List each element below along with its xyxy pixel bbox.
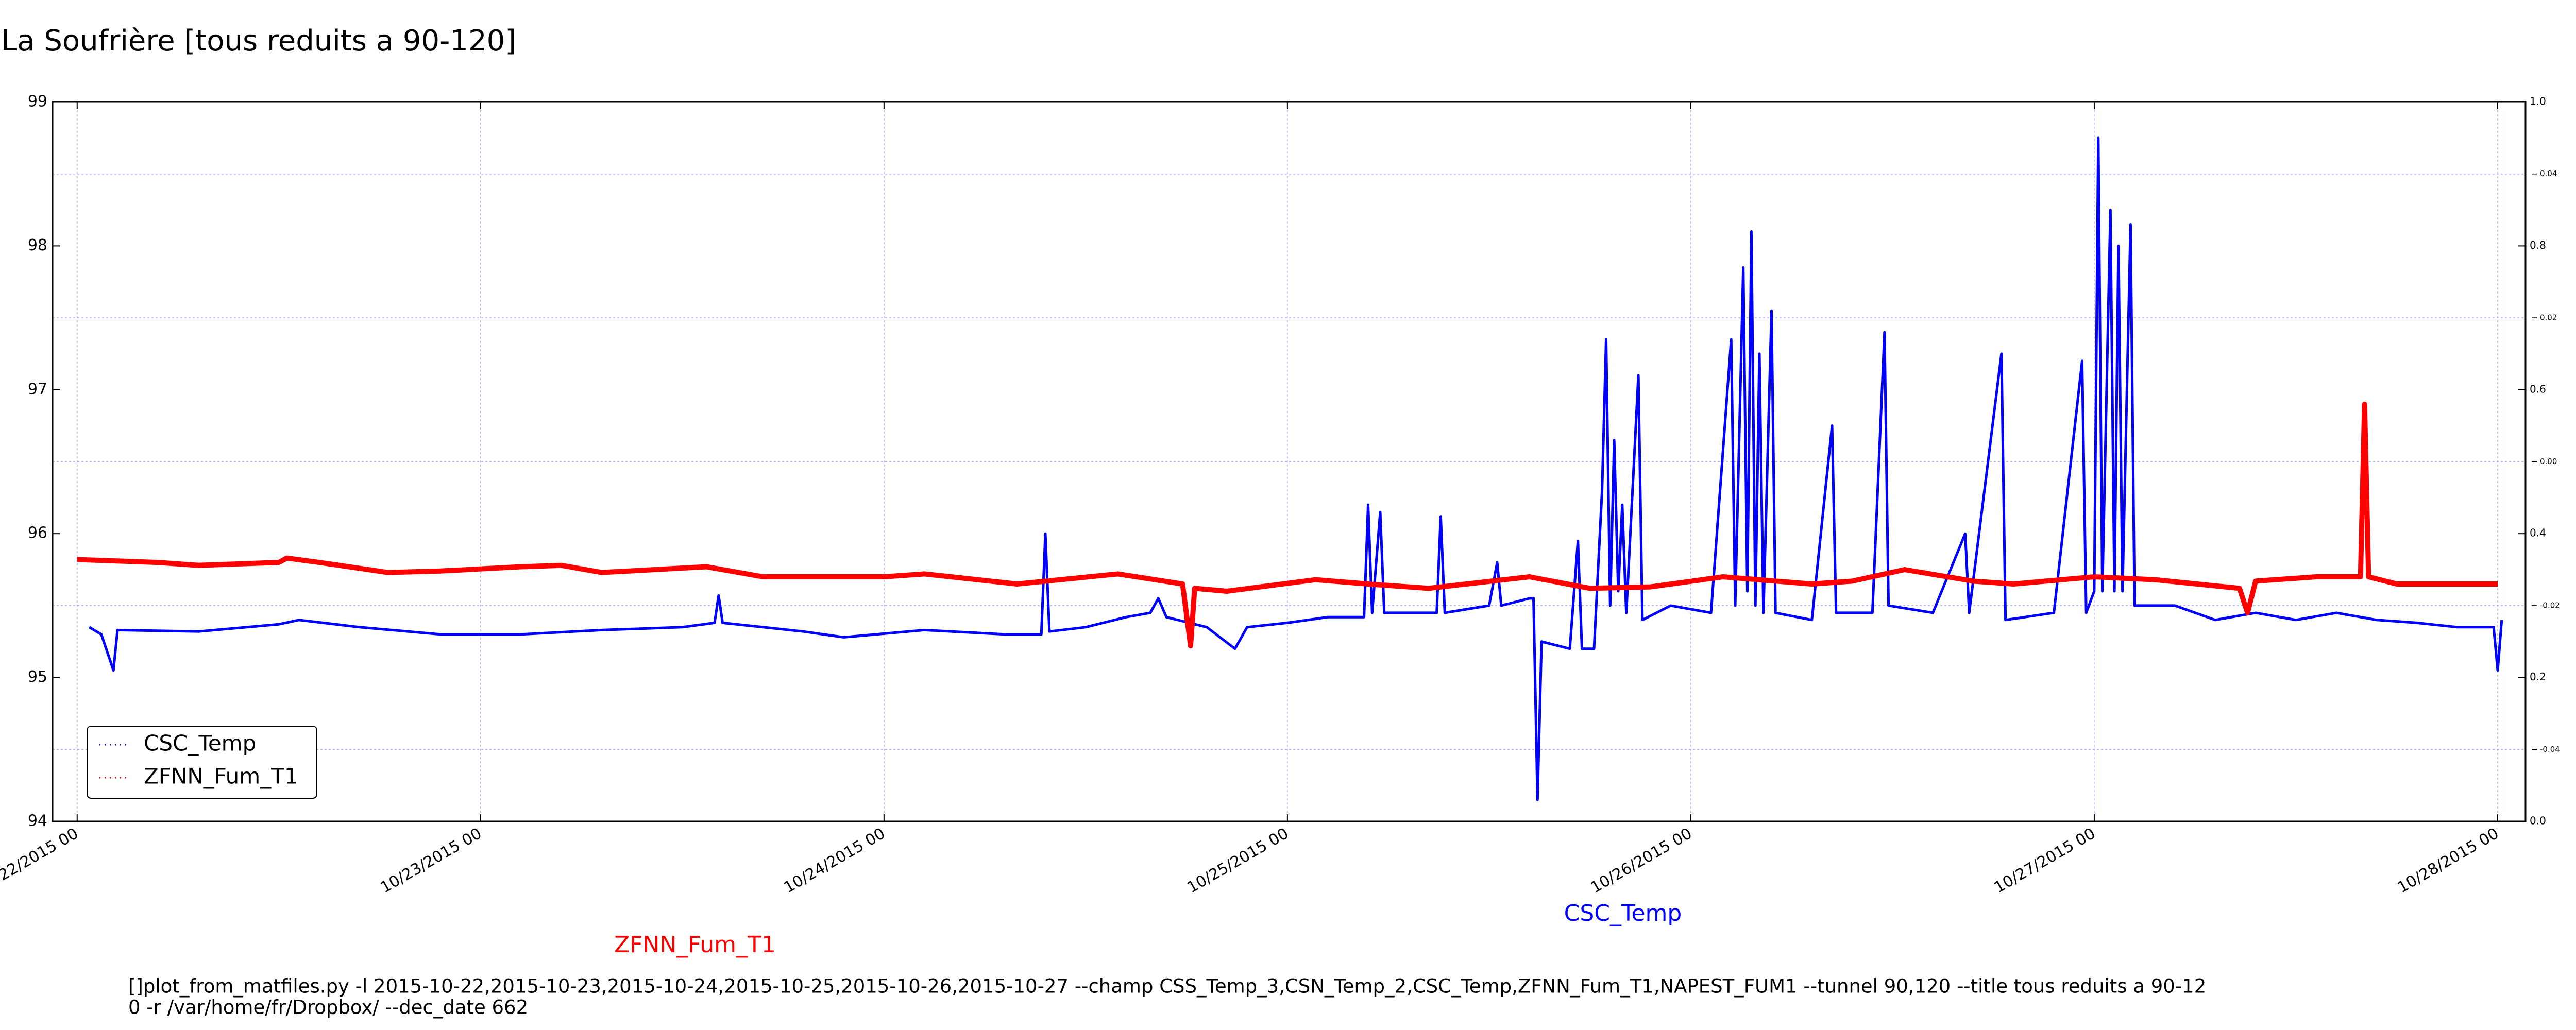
x-tick-label: 10/26/2015 00 xyxy=(1588,825,1696,897)
y3-tick-label: -0.04 xyxy=(2540,745,2560,754)
legend: CSC_Temp ZFNN_Fum_T1 xyxy=(87,726,317,799)
y3-tick-label: 0.04 xyxy=(2540,169,2557,178)
legend-label: CSC_Temp xyxy=(144,731,256,756)
y2-tick-label: 1.0 xyxy=(2530,95,2546,108)
y-tick-label: 98 xyxy=(28,236,47,254)
legend-label: ZFNN_Fum_T1 xyxy=(144,764,298,789)
y3-tick-label: 0.00 xyxy=(2540,457,2557,466)
annotation: CSC_Temp xyxy=(1564,900,1682,926)
y3-tick-label: 0.02 xyxy=(2540,313,2557,322)
y3-tick-label: -0.02 xyxy=(2540,600,2560,610)
command-line: []plot_from_matfiles.py -l 2015-10-22,20… xyxy=(128,975,2206,998)
data-line xyxy=(77,401,2498,649)
annotation: ZFNN_Fum_T1 xyxy=(614,932,776,958)
x-tick-label: 10/27/2015 00 xyxy=(1991,825,2099,897)
y-tick-label: 97 xyxy=(28,380,47,398)
y-tick-label: 99 xyxy=(28,93,47,111)
y2-tick-label: 0.2 xyxy=(2530,671,2546,683)
y2-tick-label: 0.8 xyxy=(2530,239,2546,251)
data-line xyxy=(89,136,2503,801)
x-tick-label: 10/28/2015 00 xyxy=(2395,825,2502,897)
x-tick-label: 10/22/2015 00 xyxy=(0,825,81,897)
x-tick-label: 10/25/2015 00 xyxy=(1184,825,1292,897)
y-tick-label: 95 xyxy=(28,668,47,686)
y-tick-label: 96 xyxy=(28,524,47,542)
y2-tick-label: 0.6 xyxy=(2530,383,2546,395)
x-tick-label: 10/23/2015 00 xyxy=(377,825,485,897)
y2-tick-label: 0.0 xyxy=(2530,815,2546,827)
y-tick-label: 94 xyxy=(28,812,47,830)
plot-frame xyxy=(52,101,2527,822)
chart-title: La Soufrière [tous reduits a 90-120] xyxy=(1,24,516,58)
legend-box xyxy=(87,726,317,799)
y2-tick-label: 0.4 xyxy=(2530,527,2546,539)
command-line: 0 -r /var/home/fr/Dropbox/ --dec_date 66… xyxy=(128,997,528,1019)
x-tick-label: 10/24/2015 00 xyxy=(781,825,889,897)
